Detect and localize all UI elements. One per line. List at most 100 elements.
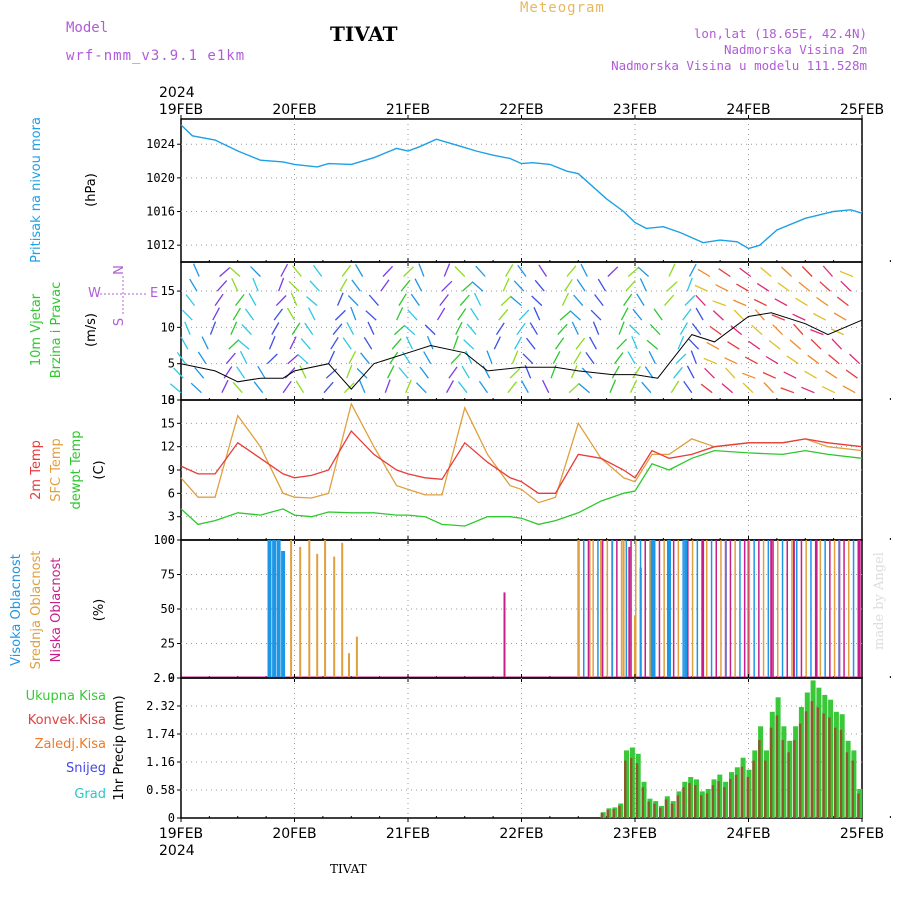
wind-barb — [792, 313, 806, 321]
wind-barb — [520, 380, 529, 394]
wind-barb — [365, 310, 377, 321]
cloud-hour-bar — [762, 540, 765, 678]
meteogram-title: Meteogram — [520, 0, 605, 16]
pressure-panel-ytick-label: 1016 — [146, 205, 175, 219]
wind-barb — [454, 266, 466, 277]
wind-barb — [514, 336, 523, 350]
precip-unit-label: 1hr Precip (mm) — [112, 695, 127, 800]
cloud-hour-bar — [777, 540, 779, 678]
cloud-hour-bar — [663, 540, 665, 678]
model-label: Model — [66, 20, 109, 36]
cloud-hour-bar — [819, 540, 822, 678]
wind-barb — [380, 279, 390, 292]
conv-rain-bar — [723, 787, 726, 818]
dew-temp-line — [180, 449, 863, 527]
wind-barb — [443, 263, 451, 277]
sfc-ylabel: SFC Temp — [49, 438, 64, 502]
temperature-panel-ytick-label: 12 — [161, 440, 175, 454]
cloud-hour-bar — [687, 540, 689, 678]
wind-barb — [223, 366, 233, 379]
wind-barb — [760, 267, 772, 277]
wind-barb — [351, 279, 361, 292]
wind-barb — [653, 308, 663, 321]
conv-rain-bar — [734, 774, 738, 818]
mid-cloud-bar — [600, 540, 602, 678]
conv-rain-bar — [816, 707, 819, 818]
cloud-hour-bar — [682, 540, 684, 678]
wind-barb — [557, 323, 568, 336]
wind-barb — [253, 381, 264, 394]
wind-barb — [573, 351, 582, 365]
wind-barb — [403, 266, 414, 277]
wind-barb — [765, 355, 779, 365]
wind-barb — [271, 322, 280, 335]
cloud-hour-bar — [843, 540, 845, 678]
precip-legend-label-2: Zaledj.Kisa — [35, 737, 106, 752]
wind-panel-ytick-label: 15 — [161, 284, 175, 298]
wind-unit-label: (m/s) — [84, 313, 99, 347]
wind-barb — [498, 308, 509, 321]
wind-barb — [810, 328, 824, 336]
wind-barb — [300, 338, 311, 350]
wind-barb — [446, 380, 454, 394]
cloud-hour-bar — [620, 540, 623, 678]
wind-barb — [470, 308, 479, 321]
wind-barb — [670, 380, 680, 394]
cloud-hour-bar — [578, 540, 580, 678]
wind-barb — [347, 295, 359, 307]
wind-barb — [418, 263, 425, 277]
wind-barb — [236, 366, 246, 379]
pressure-panel-ytick-label: 1024 — [146, 137, 175, 151]
conv-rain-bar — [647, 801, 650, 818]
elevation-label: Nadmorska Visina 2m — [724, 42, 867, 57]
wind-barb — [636, 293, 645, 306]
low-cloud-ylabel: Niska Oblacnost — [49, 558, 64, 663]
mid-cloud-bar — [348, 653, 350, 678]
wind-barb — [367, 321, 375, 335]
precip-legend-label-0: Ukupna Kisa — [26, 689, 106, 704]
cloud-hour-bar — [838, 540, 841, 678]
wind-barb — [518, 309, 530, 321]
wind-barb — [585, 352, 595, 365]
wind-barb — [382, 265, 394, 277]
wind-barb — [648, 350, 656, 364]
wind-barb — [459, 294, 470, 307]
wind-barb — [330, 336, 339, 350]
wind-barb — [840, 280, 852, 292]
conv-rain-bar — [804, 711, 808, 818]
wind-panel-ytick-label: 0 — [168, 393, 175, 407]
wind-barb — [679, 322, 688, 335]
wind-barb — [291, 322, 301, 335]
wind-barb — [795, 297, 808, 307]
conv-rain-bar — [612, 809, 615, 818]
station-title: TIVAT — [330, 22, 398, 46]
wind-barb — [637, 266, 650, 277]
wind-barb — [334, 309, 346, 321]
model-version: wrf-nmm_v3.9.1 e1km — [66, 48, 246, 64]
wind-barb — [185, 294, 196, 306]
wind-barb — [668, 263, 676, 277]
precip-legend-label-4: Grad — [74, 787, 106, 802]
wind-barb — [452, 335, 459, 350]
conv-rain-bar — [635, 763, 639, 818]
wind-barb — [346, 364, 353, 379]
wind-barb — [531, 295, 543, 307]
wind-barb — [455, 321, 463, 335]
precip-panel-ytick-label: 1.16 — [146, 755, 175, 769]
wind-barb — [715, 284, 729, 292]
wind-barb — [493, 336, 501, 350]
wind-barb — [325, 368, 338, 379]
date-bottom-label: 19FEB — [159, 826, 203, 842]
wind-barb — [328, 350, 336, 364]
wind-barb — [312, 264, 323, 277]
wind-barb — [816, 296, 829, 307]
precip-panel-ytick-label: 2.9 — [153, 671, 175, 685]
wind-barb — [751, 324, 763, 336]
wind-barb — [250, 266, 261, 277]
wind-barb — [410, 293, 420, 306]
wind-barb — [308, 307, 316, 321]
high-cloud-bar — [267, 540, 272, 678]
wind-barb — [771, 314, 786, 321]
low-cloud-bar — [503, 592, 506, 678]
conv-rain-bar — [857, 793, 860, 818]
